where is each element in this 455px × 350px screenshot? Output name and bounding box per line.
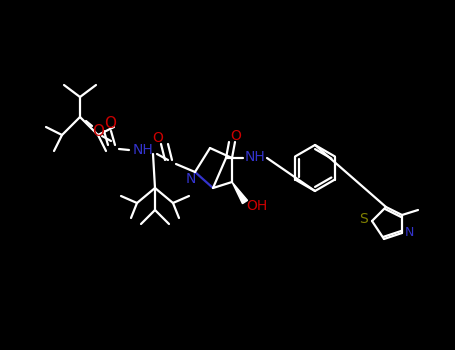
Text: S: S — [359, 212, 369, 226]
Text: N: N — [404, 226, 414, 239]
Text: NH: NH — [245, 150, 265, 164]
Text: O: O — [231, 129, 242, 143]
Text: O: O — [104, 116, 116, 131]
Text: N: N — [186, 172, 196, 186]
Text: O: O — [92, 125, 104, 140]
Text: O: O — [152, 131, 163, 145]
Text: OH: OH — [246, 199, 268, 213]
Text: NH: NH — [132, 143, 153, 157]
Polygon shape — [232, 182, 248, 204]
